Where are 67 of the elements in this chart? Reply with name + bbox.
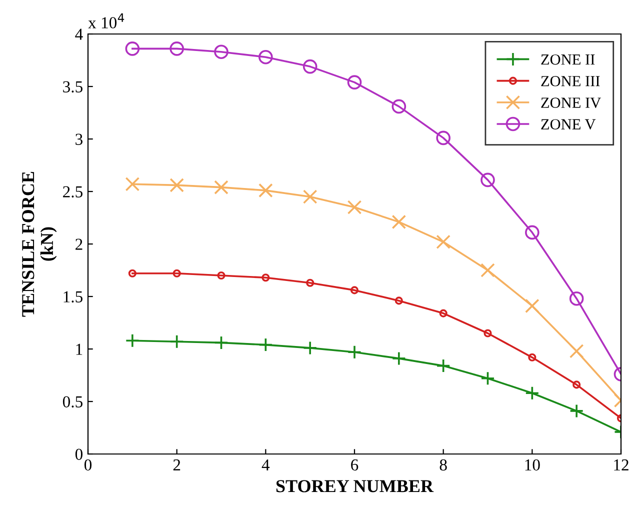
point bbox=[125, 333, 140, 348]
point bbox=[392, 214, 406, 230]
point bbox=[258, 50, 273, 64]
point bbox=[302, 190, 318, 204]
x-axis-title: STOREY NUMBER bbox=[276, 480, 434, 492]
point bbox=[347, 200, 362, 214]
y-tick-label: 1 bbox=[76, 344, 82, 355]
point bbox=[258, 183, 273, 198]
point bbox=[170, 334, 184, 349]
point bbox=[392, 99, 406, 114]
point bbox=[347, 344, 362, 360]
y-tick-label: 3.5 bbox=[63, 81, 82, 93]
y-tick-label: 1.5 bbox=[64, 291, 82, 303]
point bbox=[436, 130, 450, 146]
point bbox=[480, 371, 495, 386]
point bbox=[569, 404, 584, 418]
point bbox=[170, 42, 184, 56]
point bbox=[394, 296, 403, 305]
legend-label: ZONE V bbox=[541, 119, 596, 130]
y-tick-label: 2 bbox=[76, 238, 82, 250]
point bbox=[392, 351, 406, 366]
point bbox=[525, 386, 540, 400]
x-tick-label: 6 bbox=[351, 459, 358, 471]
point bbox=[258, 338, 273, 352]
point bbox=[484, 329, 492, 338]
point bbox=[214, 180, 228, 194]
point bbox=[572, 380, 581, 389]
point bbox=[262, 274, 270, 282]
point bbox=[217, 271, 226, 280]
y-tick-label: 4 bbox=[75, 28, 83, 40]
x-tick-label: 8 bbox=[440, 459, 447, 471]
point bbox=[480, 263, 495, 278]
x-tick-label: 2 bbox=[173, 459, 180, 470]
point bbox=[439, 309, 448, 318]
point bbox=[214, 44, 228, 60]
x-tick-label: 12 bbox=[614, 459, 628, 470]
point bbox=[302, 59, 318, 74]
point bbox=[528, 353, 536, 362]
legend-label: ZONE IV bbox=[541, 98, 601, 108]
point bbox=[347, 75, 362, 90]
point bbox=[214, 336, 228, 350]
point bbox=[525, 298, 540, 314]
point bbox=[350, 286, 359, 294]
y-axis-title: TENSILE FORCE (kN) bbox=[22, 172, 57, 317]
point bbox=[480, 172, 495, 188]
point bbox=[569, 291, 584, 306]
point bbox=[125, 176, 140, 192]
point bbox=[302, 340, 318, 356]
legend-label: ZONE III bbox=[541, 76, 600, 86]
x-tick-label: 4 bbox=[262, 459, 270, 470]
y-tick-label: 2.5 bbox=[63, 186, 82, 198]
point bbox=[306, 278, 314, 287]
x-tick-label: 10 bbox=[525, 459, 540, 471]
x-tick-label: 0 bbox=[84, 459, 92, 471]
point bbox=[172, 269, 181, 278]
point bbox=[525, 225, 540, 240]
legend-label: ZONE II bbox=[541, 54, 595, 65]
y-tick-label: 3 bbox=[76, 134, 82, 145]
y-tick-label: 0 bbox=[75, 448, 83, 460]
point bbox=[128, 269, 136, 278]
point bbox=[436, 234, 450, 250]
point bbox=[569, 344, 584, 358]
y-tick-label: 0.5 bbox=[62, 396, 82, 408]
point bbox=[125, 42, 140, 56]
text: x 10$^{4}$ bbox=[88, 13, 124, 28]
point bbox=[436, 358, 450, 373]
point bbox=[170, 178, 184, 192]
